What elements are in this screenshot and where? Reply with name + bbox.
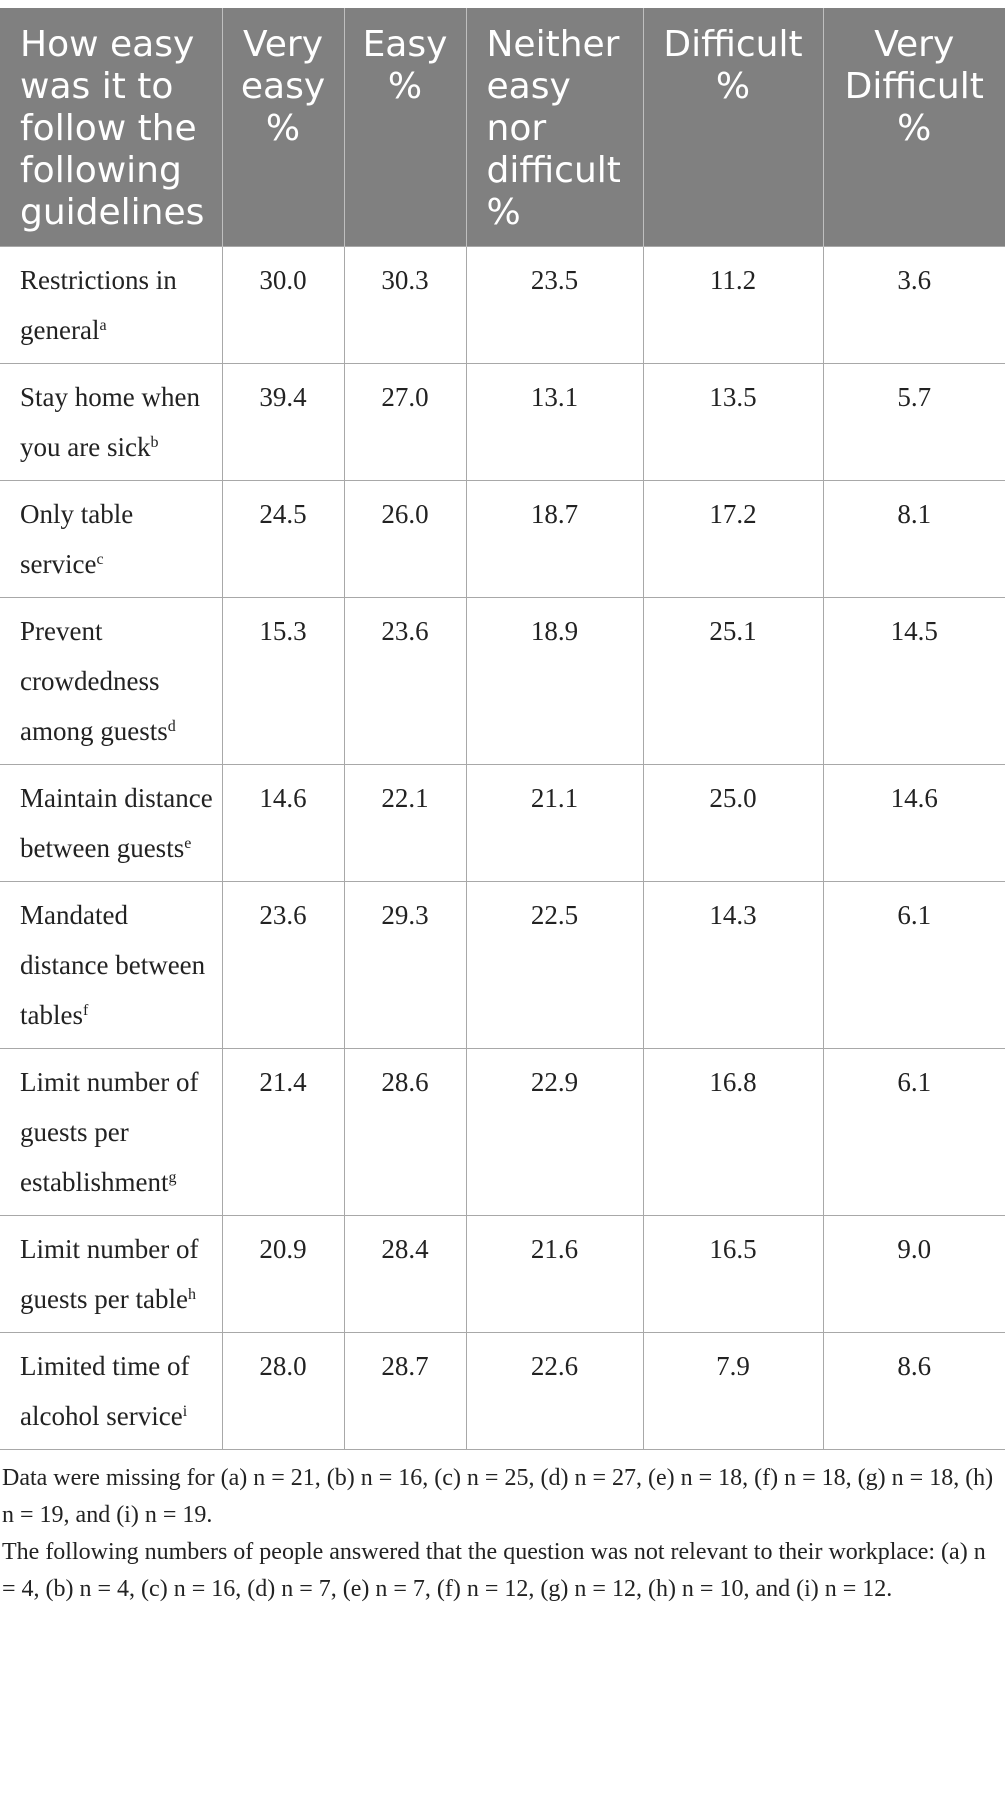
table-cell: 21.6 <box>465 1215 644 1333</box>
table-cell: 22.6 <box>465 1332 644 1450</box>
header-easy: Easy % <box>344 8 467 247</box>
row-label: Maintain distance between guestse <box>0 764 223 882</box>
table-cell: 26.0 <box>343 480 467 598</box>
table-cell: 14.6 <box>822 764 1005 882</box>
table-cell: 23.5 <box>465 246 644 364</box>
table-cell: 18.9 <box>465 597 644 765</box>
table-cell: 14.6 <box>221 764 345 882</box>
table-cell: 7.9 <box>642 1332 824 1450</box>
row-label-text: Limit number of guests per establishment <box>20 1067 199 1197</box>
row-label-text: Maintain distance between guests <box>20 783 213 863</box>
table-cell: 22.9 <box>465 1048 644 1216</box>
table-row: Only table servicec 24.5 26.0 18.7 17.2 8.1 <box>0 480 1005 598</box>
table-cell: 9.0 <box>822 1215 1005 1333</box>
table-cell: 17.2 <box>642 480 824 598</box>
table-cell: 6.1 <box>822 1048 1005 1216</box>
table-cell: 8.1 <box>822 480 1005 598</box>
table-cell: 24.5 <box>221 480 345 598</box>
table-cell: 30.3 <box>343 246 467 364</box>
footnote-marker: c <box>96 551 104 568</box>
table-cell: 15.3 <box>221 597 345 765</box>
table-cell: 22.5 <box>465 881 644 1049</box>
table-row: Limited time of alcohol servicei 28.0 28.7… <box>0 1332 1005 1450</box>
table-row: Restrictions in generala 30.0 30.3 23.5 11.2… <box>0 246 1005 364</box>
table-cell: 25.0 <box>642 764 824 882</box>
row-label: Limit number of guests per tableh <box>0 1215 223 1333</box>
table-cell: 13.5 <box>642 363 824 481</box>
table-cell: 18.7 <box>465 480 644 598</box>
footnote-missing-data: Data were missing for (a) n = 21, (b) n … <box>2 1465 994 1528</box>
guidelines-table: How easy was it to follow the following … <box>0 8 1005 1450</box>
header-row: How easy was it to follow the following … <box>0 8 1005 247</box>
header-very-easy: Very easy % <box>222 8 345 247</box>
row-label-text: Limited time of alcohol service <box>20 1351 190 1431</box>
table-cell: 23.6 <box>343 597 467 765</box>
footnote-marker: f <box>82 1002 89 1019</box>
table-cell: 30.0 <box>221 246 345 364</box>
footnote-marker: i <box>182 1403 188 1420</box>
table-row: Prevent crowdedness among guestsd 15.3 23.… <box>0 597 1005 765</box>
row-label-text: Mandated distance between tables <box>20 900 206 1030</box>
table-cell: 28.7 <box>343 1332 467 1450</box>
table-cell: 21.4 <box>221 1048 345 1216</box>
table-cell: 28.0 <box>221 1332 345 1450</box>
table-row: Maintain distance between guestse 14.6 22.… <box>0 764 1005 882</box>
table-cell: 25.1 <box>642 597 824 765</box>
table-cell: 11.2 <box>642 246 824 364</box>
table-row: Limit number of guests per tableh 20.9 28.… <box>0 1215 1005 1333</box>
footnote-marker: a <box>99 317 107 334</box>
row-label: Mandated distance between tablesf <box>0 881 223 1049</box>
row-label-text: Stay home when you are sick <box>20 382 200 462</box>
table-cell: 14.3 <box>642 881 824 1049</box>
row-label: Limited time of alcohol servicei <box>0 1332 223 1450</box>
header-difficult: Difficult % <box>643 8 824 247</box>
row-label: Prevent crowdedness among guestsd <box>0 597 223 765</box>
table-cell: 3.6 <box>822 246 1005 364</box>
row-label-text: Restrictions in general <box>20 265 177 345</box>
table-cell: 6.1 <box>822 881 1005 1049</box>
table-cell: 28.4 <box>343 1215 467 1333</box>
table-row: Limit number of guests per establishment… <box>0 1048 1005 1216</box>
table-cell: 14.5 <box>822 597 1005 765</box>
table-cell: 13.1 <box>465 363 644 481</box>
table-cell: 20.9 <box>221 1215 345 1333</box>
table-cell: 21.1 <box>465 764 644 882</box>
table-cell: 29.3 <box>343 881 467 1049</box>
footnote-marker: e <box>184 835 192 852</box>
row-label: Only table servicec <box>0 480 223 598</box>
table-cell: 23.6 <box>221 881 345 1049</box>
row-label: Limit number of guests per establishment… <box>0 1048 223 1216</box>
row-label-text: Limit number of guests per table <box>20 1234 199 1314</box>
table-cell: 22.1 <box>343 764 467 882</box>
table-row: Stay home when you are sickb 39.4 27.0 13.1… <box>0 363 1005 481</box>
table-cell: 27.0 <box>343 363 467 481</box>
table-cell: 16.5 <box>642 1215 824 1333</box>
table-row: Mandated distance between tablesf 23.6 29.… <box>0 881 1005 1049</box>
row-label: Restrictions in generala <box>0 246 223 364</box>
table-cell: 28.6 <box>343 1048 467 1216</box>
footnote-marker: b <box>150 434 159 451</box>
row-label-text: Only table service <box>20 499 134 579</box>
table-cell: 39.4 <box>221 363 345 481</box>
footnote-marker: h <box>187 1286 196 1303</box>
row-label: Stay home when you are sickb <box>0 363 223 481</box>
header-question: How easy was it to follow the following … <box>0 8 223 247</box>
table-cell: 8.6 <box>822 1332 1005 1450</box>
row-label-text: Prevent crowdedness among guests <box>20 616 168 746</box>
table-container: How easy was it to follow the following … <box>0 8 1005 1608</box>
footnote-not-relevant: The following numbers of people answered… <box>2 1539 986 1602</box>
table-cell: 5.7 <box>822 363 1005 481</box>
footnotes: Data were missing for (a) n = 21, (b) n … <box>0 1450 1005 1608</box>
header-neither: Neither easy nor difficult % <box>466 8 644 247</box>
footnote-marker: g <box>168 1169 177 1186</box>
table-cell: 16.8 <box>642 1048 824 1216</box>
header-very-difficult: Very Difficult % <box>823 8 1005 247</box>
footnote-marker: d <box>167 718 176 735</box>
